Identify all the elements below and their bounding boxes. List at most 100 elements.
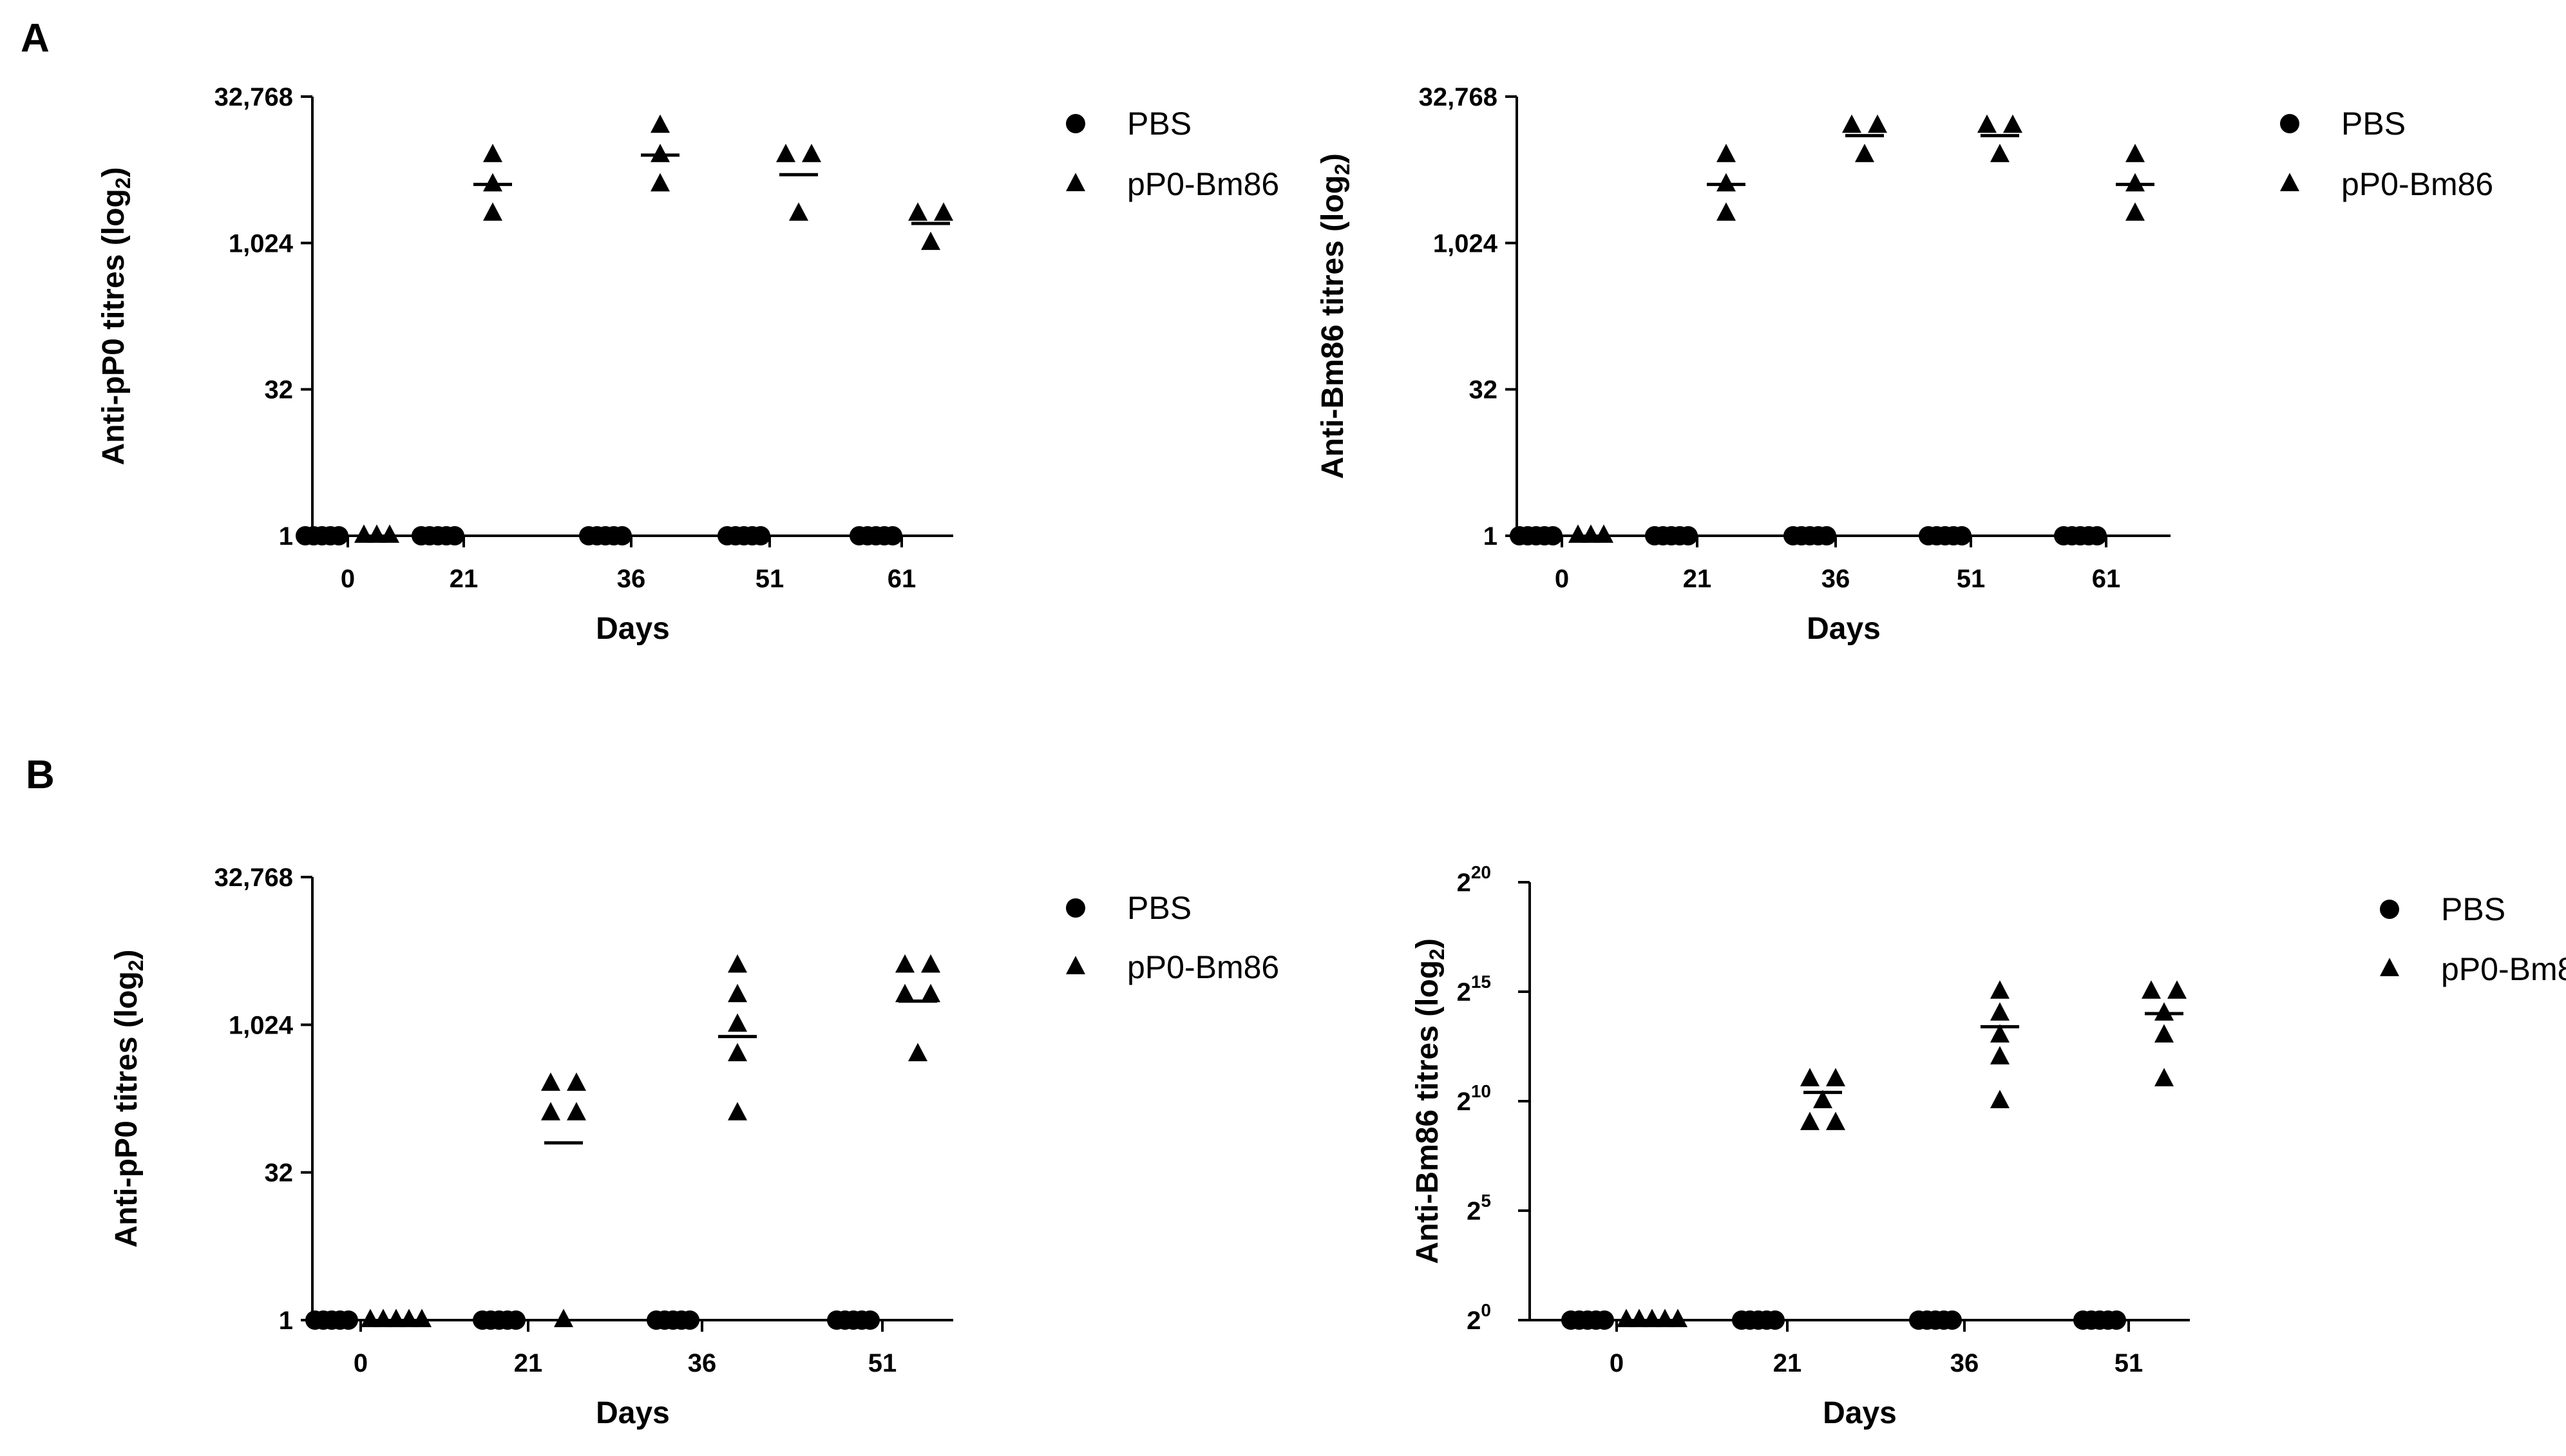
legend-pbs-marker [1066,114,1085,133]
x-tick-label: 0 [354,1349,368,1377]
y-axis-title-close: ) [1316,153,1350,164]
pp0-bm86-point [412,1309,432,1327]
x-tick-label: 36 [617,565,646,593]
legend-pp0-bm86-marker [2280,173,2299,191]
legend-pp0-bm86-marker [1066,956,1085,974]
pbs-point [445,526,464,545]
pbs-point [1595,1310,1614,1330]
y-axis-title: Anti-Bm86 titres (log2) [1316,153,1354,479]
y-axis-title-close: ) [97,167,131,177]
pp0-bm86-point [1594,524,1613,543]
legend-pbs-label: PBS [2341,106,2406,142]
y-tick-exponent: 10 [1471,1081,1491,1101]
pp0-bm86-point [2125,173,2145,192]
x-tick-label: 21 [450,565,479,593]
pp0-bm86-point [1990,1090,2010,1108]
legend-pbs-label: PBS [1127,890,1192,926]
y-tick-label: 1 [279,522,293,551]
pp0-bm86-point [934,202,953,221]
x-tick-label: 61 [888,565,917,593]
pbs-point [860,1310,880,1330]
pp0-bm86-point [1716,202,1736,221]
legend-pbs-label: PBS [2441,891,2505,927]
pp0-bm86-point [651,114,670,133]
pp0-bm86-point [386,1309,406,1327]
y-tick-label: 215 [1457,972,1491,1007]
x-tick-label: 0 [341,565,355,593]
pp0-bm86-point [728,1043,747,1062]
panel-label-a: A [21,16,50,61]
pbs-point [2087,526,2107,545]
x-axis-title: Days [596,1396,670,1430]
x-tick-label: 36 [1950,1349,1979,1377]
pp0-bm86-point [1716,144,1736,162]
pp0-bm86-point [2154,1002,2174,1021]
pp0-bm86-point [483,144,502,162]
pp0-bm86-point [399,1309,419,1327]
pp0-bm86-point [1668,1309,1687,1327]
pbs-point [1943,1310,1962,1330]
y-tick-exponent: 15 [1471,972,1491,992]
pp0-bm86-point [921,231,940,251]
pp0-bm86-point [921,983,940,1003]
pp0-bm86-point [728,954,747,973]
pbs-point [751,526,770,545]
y-tick-exponent: 0 [1481,1300,1491,1320]
legend-pp0-bm86-label: pP0-Bm86 [1127,949,1279,985]
chart-2: 1 32 1,024 32,768 0 21 36 51 61 Days Anti-Bm86 tit… [1316,83,2493,646]
pp0-bm86-point [554,1309,573,1327]
y-tick-label: 32 [1469,376,1498,404]
y-axis-title-subscript: 2 [111,177,135,189]
pp0-bm86-point [2003,114,2022,133]
pp0-bm86-point [483,202,502,221]
y-tick-label: 32,768 [1419,83,1497,111]
y-axis-title: Anti-pP0 titres (log2) [109,949,147,1247]
pp0-bm86-point [2142,980,2161,999]
pp0-bm86-point [1581,524,1601,543]
x-tick-label: 21 [514,1349,543,1377]
x-tick-label: 36 [688,1349,717,1377]
pp0-bm86-point [1990,1002,2010,1021]
legend-pbs-marker [2280,114,2299,133]
y-tick-label: 220 [1457,862,1491,897]
y-tick-label: 32 [265,1159,294,1187]
pp0-bm86-point [776,144,795,162]
legend-pp0-bm86-label: pP0-Bm86 [2341,166,2493,202]
pp0-bm86-point [374,1309,393,1327]
pbs-point [1817,526,1836,545]
pbs-point [339,1310,358,1330]
y-tick-label: 32,768 [214,864,293,892]
pp0-bm86-point [2125,144,2145,162]
pp0-bm86-point [1655,1309,1675,1327]
pp0-bm86-point [895,954,915,973]
pp0-bm86-point [895,983,915,1003]
x-tick-label: 51 [868,1349,897,1377]
panel-label-b: B [26,753,55,797]
x-tick-label: 51 [2115,1349,2143,1377]
y-tick-label: 1,024 [229,229,294,258]
pp0-bm86-point [354,524,374,543]
pp0-bm86-point [380,524,399,543]
pp0-bm86-point [1617,1309,1636,1327]
pbs-point [329,526,348,545]
legend-pp0-bm86-marker [2380,958,2399,976]
pp0-bm86-point [1800,1111,1820,1130]
x-tick-label: 0 [1610,1349,1624,1377]
pp0-bm86-point [541,1072,560,1091]
x-axis-title: Days [1807,612,1881,646]
pp0-bm86-point [361,1309,380,1327]
pp0-bm86-point [1568,524,1588,543]
y-axis-title-subscript: 2 [1331,164,1354,175]
pp0-bm86-point [567,1102,586,1120]
pp0-bm86-point [802,144,821,162]
x-tick-label: 61 [2092,565,2121,593]
pp0-bm86-point [728,1013,747,1032]
x-axis-title: Days [1823,1396,1897,1430]
pp0-bm86-point [728,983,747,1003]
y-tick-label: 32,768 [214,83,293,111]
pp0-bm86-point [1990,144,2010,162]
y-axis-title: Anti-Bm86 titres (log2) [1411,938,1449,1264]
legend-pbs-marker [1066,898,1085,918]
pbs-point [1678,526,1698,545]
